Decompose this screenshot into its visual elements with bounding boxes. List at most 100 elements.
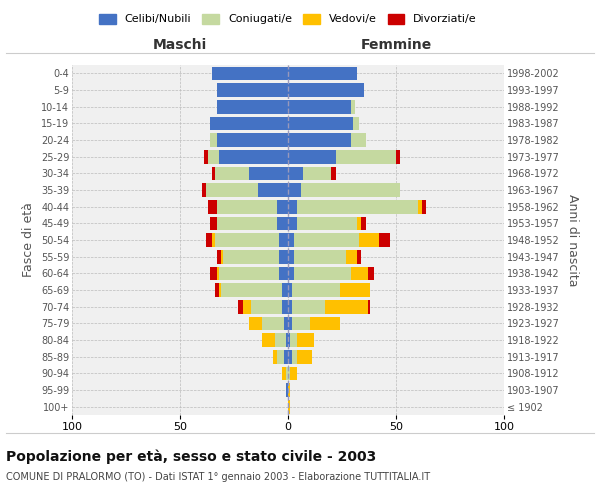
Bar [221,250,223,264]
Bar [277,216,288,230]
Bar [288,316,292,330]
Bar [212,233,215,247]
Bar [217,250,221,264]
Bar [202,183,206,197]
Bar [284,350,288,364]
Bar [217,266,219,280]
Bar [217,100,288,114]
Bar [281,300,288,314]
Bar [280,266,288,280]
Bar [288,150,335,164]
Bar [325,300,368,314]
Bar [212,66,288,80]
Bar [286,383,288,397]
Bar [296,200,418,213]
Bar [277,350,284,364]
Bar [223,250,280,264]
Bar [212,166,215,180]
Bar [303,166,331,180]
Bar [262,316,284,330]
Bar [357,216,361,230]
Bar [350,266,368,280]
Bar [288,116,353,130]
Bar [340,283,370,297]
Y-axis label: Fasce di età: Fasce di età [22,202,35,278]
Bar [292,300,325,314]
Bar [210,266,217,280]
Bar [288,216,296,230]
Bar [368,300,370,314]
Bar [215,166,249,180]
Bar [208,150,219,164]
Bar [258,183,288,197]
Bar [238,300,242,314]
Bar [242,300,251,314]
Bar [288,300,292,314]
Bar [288,400,290,413]
Bar [296,216,357,230]
Bar [296,333,314,347]
Bar [292,316,310,330]
Bar [215,283,219,297]
Bar [208,200,217,213]
Bar [288,166,303,180]
Text: Popolazione per età, sesso e stato civile - 2003: Popolazione per età, sesso e stato civil… [6,450,376,464]
Text: Femmine: Femmine [361,38,431,52]
Bar [295,233,359,247]
Bar [210,116,288,130]
Bar [359,233,379,247]
Legend: Celibi/Nubili, Coniugati/e, Vedovi/e, Divorziati/e: Celibi/Nubili, Coniugati/e, Vedovi/e, Di… [94,8,482,30]
Bar [288,83,364,97]
Bar [290,366,296,380]
Bar [295,266,350,280]
Bar [262,333,275,347]
Bar [217,216,277,230]
Bar [210,216,217,230]
Bar [280,250,288,264]
Bar [288,366,290,380]
Bar [219,266,280,280]
Bar [275,333,286,347]
Y-axis label: Anni di nascita: Anni di nascita [566,194,579,286]
Bar [217,133,288,147]
Bar [418,200,422,213]
Bar [296,350,312,364]
Bar [284,316,288,330]
Bar [288,66,357,80]
Bar [292,350,296,364]
Bar [288,350,292,364]
Bar [350,133,366,147]
Bar [301,183,400,197]
Bar [295,250,346,264]
Bar [206,183,258,197]
Bar [286,333,288,347]
Bar [288,100,350,114]
Bar [350,100,355,114]
Bar [281,283,288,297]
Bar [396,150,400,164]
Bar [357,250,361,264]
Bar [331,166,335,180]
Bar [217,83,288,97]
Bar [221,283,281,297]
Bar [210,133,217,147]
Bar [277,200,288,213]
Bar [288,133,350,147]
Bar [290,333,296,347]
Bar [249,166,288,180]
Bar [288,183,301,197]
Bar [217,200,277,213]
Bar [273,350,277,364]
Bar [361,216,366,230]
Bar [310,316,340,330]
Bar [219,150,288,164]
Bar [288,233,295,247]
Bar [206,233,212,247]
Bar [288,383,290,397]
Bar [353,116,359,130]
Bar [379,233,389,247]
Bar [288,283,292,297]
Bar [335,150,396,164]
Bar [422,200,426,213]
Bar [292,283,340,297]
